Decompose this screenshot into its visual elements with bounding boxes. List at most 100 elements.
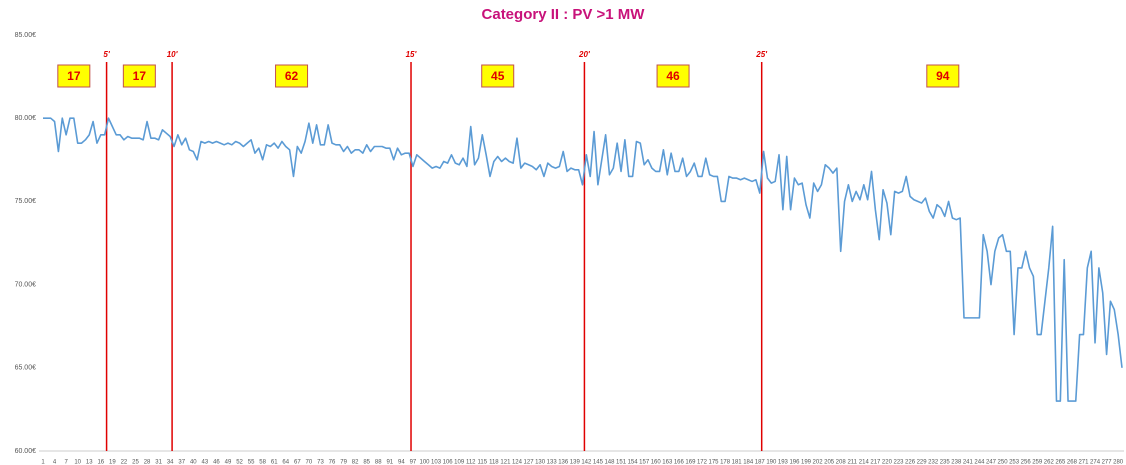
x-tick-label: 205	[824, 460, 835, 465]
x-tick-label: 175	[709, 460, 720, 465]
x-tick-label: 259	[1032, 460, 1043, 465]
x-tick-label: 28	[144, 460, 151, 465]
x-tick-label: 4	[53, 460, 57, 465]
x-tick-label: 13	[86, 460, 93, 465]
divider-label: 15'	[406, 50, 418, 59]
x-tick-label: 142	[581, 460, 592, 465]
x-tick-label: 76	[329, 460, 336, 465]
x-tick-label: 22	[121, 460, 128, 465]
x-tick-label: 100	[419, 460, 430, 465]
x-tick-label: 67	[294, 460, 301, 465]
y-tick-label: 70.00€	[15, 281, 37, 288]
segment-count: 62	[285, 69, 299, 83]
x-tick-label: 109	[454, 460, 465, 465]
x-tick-label: 157	[639, 460, 650, 465]
x-tick-label: 121	[500, 460, 511, 465]
x-tick-label: 277	[1102, 460, 1113, 465]
x-tick-label: 232	[928, 460, 939, 465]
x-tick-label: 214	[859, 460, 870, 465]
x-tick-label: 25	[132, 460, 139, 465]
x-tick-label: 73	[317, 460, 324, 465]
x-tick-label: 79	[340, 460, 347, 465]
y-tick-label: 65.00€	[15, 365, 37, 372]
data-line	[43, 117, 1123, 402]
x-tick-label: 223	[893, 460, 904, 465]
x-tick-label: 196	[789, 460, 800, 465]
segment-count: 46	[666, 69, 680, 83]
segment-box	[122, 64, 156, 88]
x-tick-label: 166	[674, 460, 685, 465]
x-tick-label: 130	[535, 460, 546, 465]
x-tick-label: 85	[363, 460, 370, 465]
x-tick-label: 40	[190, 460, 197, 465]
x-tick-label: 262	[1044, 460, 1055, 465]
x-tick-label: 127	[524, 460, 535, 465]
x-tick-label: 82	[352, 460, 359, 465]
y-tick-label: 85.00€	[15, 32, 37, 39]
x-tick-label: 187	[755, 460, 766, 465]
x-tick-label: 280	[1113, 460, 1124, 465]
x-tick-label: 265	[1055, 460, 1066, 465]
x-tick-label: 217	[870, 460, 881, 465]
x-tick-label: 34	[167, 460, 174, 465]
segment-box	[656, 64, 690, 88]
x-tick-label: 94	[398, 460, 405, 465]
x-tick-label: 202	[813, 460, 824, 465]
x-tick-label: 268	[1067, 460, 1078, 465]
x-tick-label: 253	[1009, 460, 1020, 465]
x-tick-label: 235	[940, 460, 951, 465]
x-tick-label: 88	[375, 460, 382, 465]
x-tick-label: 133	[547, 460, 558, 465]
x-tick-label: 148	[604, 460, 615, 465]
y-tick-label: 80.00€	[15, 115, 37, 122]
x-tick-label: 118	[489, 460, 499, 465]
x-tick-label: 49	[225, 460, 232, 465]
segment-count: 45	[491, 69, 505, 83]
x-tick-label: 1	[41, 460, 45, 465]
x-tick-label: 241	[963, 460, 974, 465]
x-tick-label: 178	[720, 460, 731, 465]
x-tick-label: 193	[778, 460, 789, 465]
x-tick-label: 19	[109, 460, 116, 465]
segment-count: 17	[67, 69, 81, 83]
x-tick-label: 97	[410, 460, 417, 465]
x-tick-label: 163	[662, 460, 673, 465]
x-tick-label: 46	[213, 460, 220, 465]
x-tick-label: 124	[512, 460, 523, 465]
segment-count: 17	[133, 69, 147, 83]
x-tick-label: 112	[466, 460, 476, 465]
x-tick-label: 145	[593, 460, 604, 465]
x-tick-label: 208	[836, 460, 847, 465]
x-tick-label: 58	[259, 460, 266, 465]
x-tick-label: 37	[178, 460, 185, 465]
divider-label: 25'	[755, 50, 768, 59]
x-tick-label: 220	[882, 460, 893, 465]
y-tick-label: 60.00€	[15, 448, 37, 455]
x-tick-label: 151	[616, 460, 627, 465]
segment-box	[926, 64, 960, 88]
segment-count: 94	[936, 69, 950, 83]
x-tick-label: 250	[998, 460, 1009, 465]
x-tick-label: 169	[685, 460, 696, 465]
x-tick-label: 211	[847, 460, 857, 465]
x-tick-label: 31	[155, 460, 162, 465]
x-tick-label: 256	[1021, 460, 1032, 465]
x-tick-label: 244	[974, 460, 985, 465]
x-tick-label: 43	[202, 460, 209, 465]
x-tick-label: 154	[628, 460, 639, 465]
x-tick-label: 184	[743, 460, 754, 465]
segment-box	[275, 64, 309, 88]
x-tick-label: 10	[74, 460, 81, 465]
x-tick-label: 160	[651, 460, 662, 465]
segment-box	[57, 64, 91, 88]
x-tick-label: 274	[1090, 460, 1101, 465]
x-tick-label: 238	[951, 460, 962, 465]
x-tick-label: 136	[558, 460, 569, 465]
x-tick-label: 16	[97, 460, 104, 465]
x-tick-label: 103	[431, 460, 442, 465]
x-tick-label: 55	[248, 460, 255, 465]
x-tick-label: 271	[1078, 460, 1089, 465]
segment-box	[481, 64, 515, 88]
x-tick-label: 229	[917, 460, 928, 465]
